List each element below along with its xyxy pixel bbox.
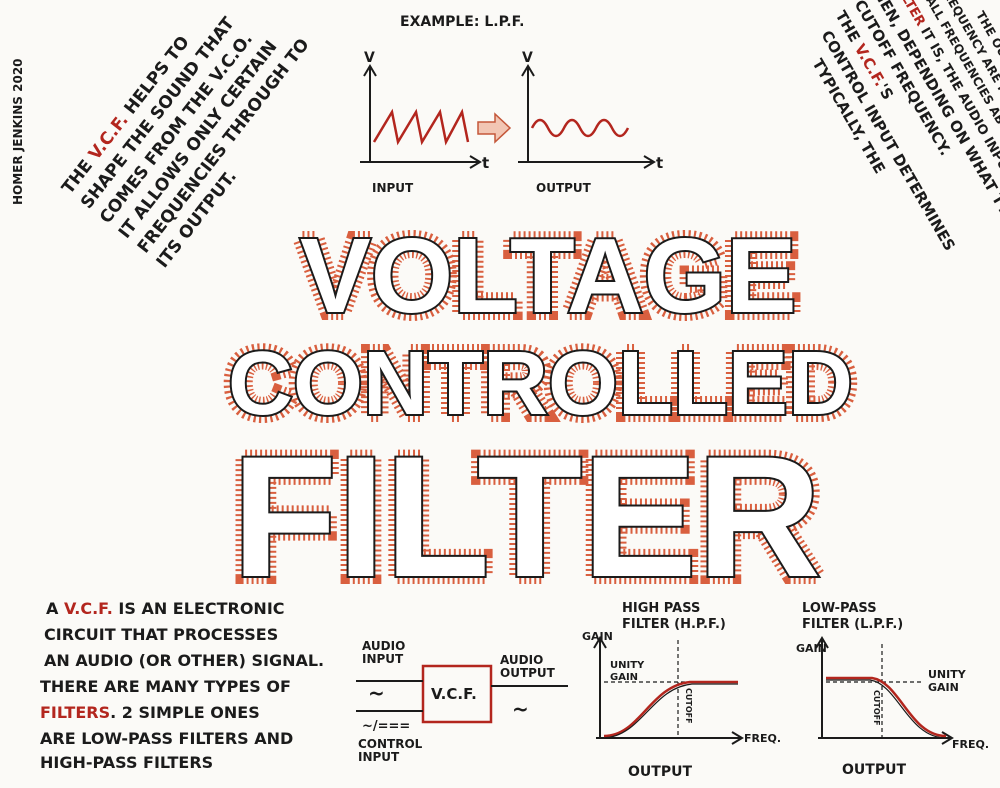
- title-voltage: VOLTAGE: [300, 217, 797, 335]
- bottom-note-line-2: AN AUDIO (OR OTHER) SIGNAL.: [44, 651, 324, 670]
- triangle-wave: [372, 108, 470, 146]
- hpf-response-curve: [603, 680, 738, 738]
- sine-wave: [530, 118, 630, 138]
- vcf-box-label: V.C.F.: [431, 685, 477, 703]
- example-title: EXAMPLE: L.P.F.: [400, 14, 524, 30]
- title-filter-glow: FILTER: [232, 421, 821, 613]
- hpf-cutoff-label: CUTOFF: [684, 688, 693, 724]
- lpf-output-label: OUTPUT: [842, 762, 906, 778]
- output-t-axis-label: t: [656, 154, 663, 172]
- lpf-response-curve: [826, 676, 947, 738]
- hpf-output-label: OUTPUT: [628, 764, 692, 780]
- audio-output-sine: ~: [512, 697, 529, 721]
- lpf-cutoff-label: CUTOFF: [872, 690, 881, 726]
- input-t-axis-label: t: [482, 154, 489, 172]
- control-input-glyph: ~/===: [362, 719, 410, 734]
- lpf-title: LOW-PASS FILTER (L.P.F.): [802, 601, 903, 632]
- input-waveform-plot: V t INPUT: [360, 50, 489, 195]
- audio-output-label: AUDIO OUTPUT: [500, 653, 556, 680]
- right-note: TYPICALLY, THE CONTROL INPUT DETERMINES …: [809, 0, 1000, 276]
- title-filter: FILTER: [232, 421, 821, 613]
- vcf-box: [421, 664, 493, 724]
- audio-input-label: AUDIO INPUT: [362, 639, 405, 666]
- hpf-unity-label: UNITY GAIN: [610, 660, 645, 683]
- title-controlled: CONTROLLED: [228, 334, 853, 434]
- input-label: INPUT: [372, 181, 414, 195]
- bottom-note-line-4: FILTERS. 2 SIMPLE ONES: [40, 703, 260, 722]
- output-waveform-plot: V t OUTPUT: [518, 50, 663, 195]
- hpf-chart: HIGH PASS FILTER (H.P.F.) GAIN UNITY GAIN …: [582, 601, 781, 780]
- bottom-note-line-6: HIGH-PASS FILTERS: [40, 753, 213, 772]
- output-label: OUTPUT: [536, 181, 592, 195]
- output-v-axis-label: V: [522, 50, 533, 66]
- vcf-block-diagram: AUDIO INPUT V.C.F. ~ ~/=== ~ AUDIO OUTPUT …: [356, 639, 568, 764]
- hpf-title: HIGH PASS FILTER (H.P.F.): [622, 601, 726, 632]
- left-note: THE V.C.F. HELPS TO SHAPE THE SOUND THAT…: [58, 13, 313, 271]
- title-voltage-glow: VOLTAGE: [300, 217, 797, 335]
- bottom-note-line-5: ARE LOW-PASS FILTERS AND: [40, 729, 293, 748]
- bottom-note-line-0: A V.C.F. IS AN ELECTRONIC: [46, 599, 285, 618]
- bottom-note-line-1: CIRCUIT THAT PROCESSES: [44, 625, 278, 644]
- main-title: VOLTAGE VOLTAGE CONTROLLED CONTROLLED FI…: [220, 209, 861, 621]
- bottom-note: A V.C.F. IS AN ELECTRONIC CIRCUIT THAT P…: [40, 599, 324, 772]
- input-v-axis-label: V: [364, 50, 375, 66]
- hpf-gain-label: GAIN: [582, 630, 613, 643]
- hpf-freq-label: FREQ.: [744, 732, 781, 745]
- title-controlled-glow: CONTROLLED: [228, 334, 853, 434]
- lpf-freq-label: FREQ.: [952, 738, 989, 751]
- lpf-unity-label: UNITY GAIN: [928, 668, 967, 694]
- bottom-note-line-3: THERE ARE MANY TYPES OF: [40, 677, 291, 696]
- lpf-gain-label: GAIN: [796, 642, 827, 655]
- filter-arrow: [477, 112, 512, 144]
- audio-input-sine: ~: [368, 681, 385, 705]
- lpf-chart: LOW-PASS FILTER (L.P.F.) GAIN UNITY GAIN C…: [796, 601, 989, 778]
- author-credit: HOMER JENKINS 2020: [11, 58, 25, 205]
- control-input-label: CONTROL INPUT: [358, 737, 423, 764]
